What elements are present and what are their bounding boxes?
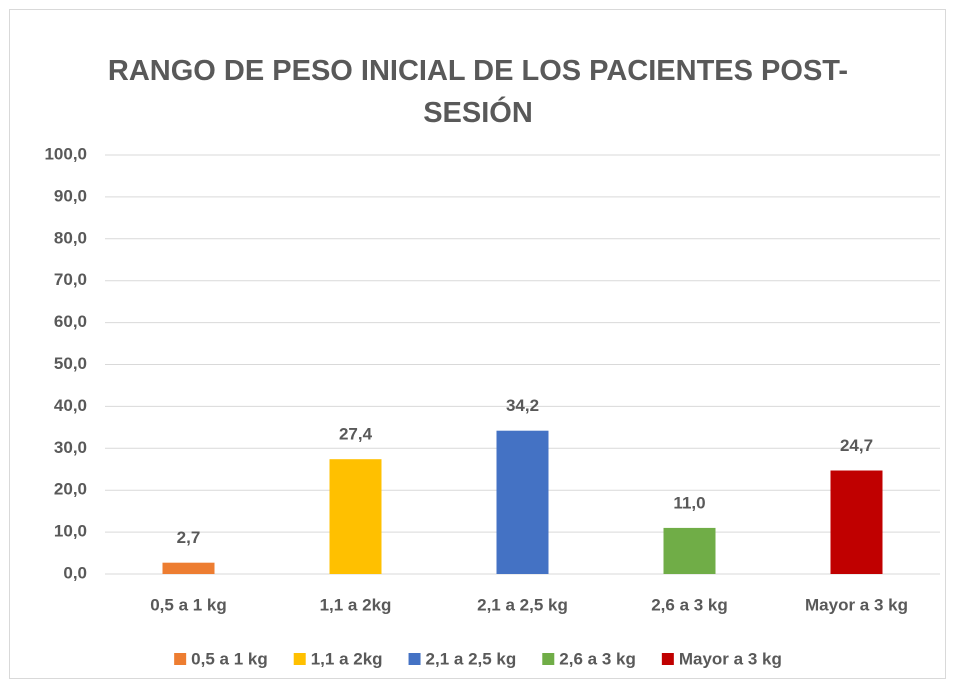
chart-title: RANGO DE PESO INICIAL DE LOS PACIENTES P… — [107, 55, 849, 129]
y-tick-label: 80,0 — [54, 228, 87, 247]
chart-border — [9, 9, 946, 679]
data-label: 34,2 — [506, 396, 539, 415]
bar — [329, 459, 382, 574]
y-tick-label: 90,0 — [54, 186, 87, 205]
y-tick-label: 10,0 — [54, 522, 87, 541]
legend-swatch — [293, 653, 306, 665]
legend-label: 1,1 a 2kg — [311, 649, 383, 668]
x-tick-label: 2,1 a 2,5 kg — [477, 595, 568, 614]
legend-swatch — [408, 653, 421, 665]
legend-swatch — [661, 653, 674, 665]
x-tick-label: Mayor a 3 kg — [805, 595, 908, 614]
x-tick-label: 1,1 a 2kg — [320, 595, 392, 614]
data-label: 2,7 — [177, 528, 201, 547]
data-label: 11,0 — [673, 493, 705, 512]
y-tick-label: 30,0 — [54, 438, 87, 457]
data-label: 27,4 — [339, 425, 373, 444]
y-tick-label: 40,0 — [54, 396, 87, 415]
data-label: 24,7 — [840, 436, 873, 455]
legend-label: 0,5 a 1 kg — [191, 649, 268, 668]
bar — [162, 562, 215, 574]
legend-label: 2,6 a 3 kg — [559, 649, 636, 668]
bar — [496, 430, 549, 574]
legend-swatch — [542, 653, 555, 665]
y-tick-label: 0,0 — [63, 563, 87, 582]
legend-label: Mayor a 3 kg — [679, 649, 782, 668]
bar — [830, 470, 883, 574]
y-tick-label: 20,0 — [54, 480, 87, 499]
y-tick-label: 100,0 — [44, 144, 87, 163]
y-tick-label: 60,0 — [54, 312, 87, 331]
x-tick-label: 0,5 a 1 kg — [150, 595, 227, 614]
y-tick-label: 50,0 — [54, 354, 87, 373]
bar — [663, 527, 716, 574]
x-tick-label: 2,6 a 3 kg — [651, 595, 728, 614]
legend-label: 2,1 a 2,5 kg — [426, 649, 517, 668]
y-tick-label: 70,0 — [54, 270, 87, 289]
legend-swatch — [174, 653, 187, 665]
